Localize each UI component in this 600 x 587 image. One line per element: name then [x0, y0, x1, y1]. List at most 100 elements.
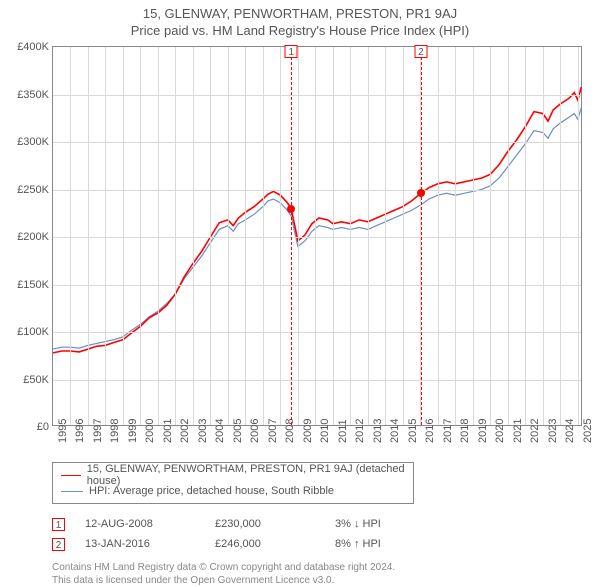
- x-axis-label: 1999: [127, 419, 139, 443]
- sale-date: 13-JAN-2016: [85, 538, 215, 550]
- sale-marker-line: [421, 47, 422, 425]
- gridline-v: [473, 47, 474, 425]
- x-axis-label: 2019: [477, 419, 489, 443]
- license-footer: Contains HM Land Registry data © Crown c…: [52, 562, 600, 587]
- gridline-h: [53, 380, 581, 381]
- x-axis-label: 2013: [372, 419, 384, 443]
- legend-swatch-property: [61, 475, 81, 476]
- sale-price: £246,000: [215, 538, 335, 550]
- sale-hpi-delta: 8% ↑ HPI: [335, 538, 381, 550]
- legend-row-property: 15, GLENWAY, PENWORTHAM, PRESTON, PR1 9A…: [61, 467, 405, 483]
- x-axis-label: 1996: [74, 419, 86, 443]
- gridline-v: [105, 47, 106, 425]
- x-axis-label: 2022: [529, 419, 541, 443]
- gridline-v: [455, 47, 456, 425]
- gridline-v: [578, 47, 579, 425]
- y-axis-label: £50K: [3, 374, 49, 386]
- gridline-v: [210, 47, 211, 425]
- gridline-v: [298, 47, 299, 425]
- sale-hpi-delta: 3% ↓ HPI: [335, 518, 381, 530]
- sale-marker-dot: [417, 189, 425, 197]
- series-line-property: [53, 87, 581, 353]
- x-axis-label: 2021: [512, 419, 524, 443]
- gridline-v: [368, 47, 369, 425]
- sale-row: 1 12-AUG-2008 £230,000 3% ↓ HPI: [52, 514, 600, 534]
- y-axis-label: £100K: [3, 326, 49, 338]
- sale-events: 1 12-AUG-2008 £230,000 3% ↓ HPI 2 13-JAN…: [52, 514, 600, 554]
- x-axis-label: 2004: [214, 419, 226, 443]
- x-axis-label: 2005: [232, 419, 244, 443]
- sale-row: 2 13-JAN-2016 £246,000 8% ↑ HPI: [52, 534, 600, 554]
- gridline-v: [280, 47, 281, 425]
- gridline-h: [53, 95, 581, 96]
- legend-label-property: 15, GLENWAY, PENWORTHAM, PRESTON, PR1 9A…: [87, 463, 405, 487]
- chart-title-address: 15, GLENWAY, PENWORTHAM, PRESTON, PR1 9A…: [0, 6, 600, 21]
- chart-title-subtitle: Price paid vs. HM Land Registry's House …: [0, 23, 600, 38]
- sale-index-box: 1: [52, 518, 65, 531]
- x-axis-label: 2007: [267, 419, 279, 443]
- gridline-v: [315, 47, 316, 425]
- gridline-v: [158, 47, 159, 425]
- x-axis-label: 2017: [442, 419, 454, 443]
- footer-line2: This data is licensed under the Open Gov…: [52, 575, 600, 587]
- x-axis-label: 2002: [179, 419, 191, 443]
- x-axis-label: 2015: [407, 419, 419, 443]
- y-axis-label: £250K: [3, 184, 49, 196]
- x-axis-label: 2016: [424, 419, 436, 443]
- x-axis-label: 2024: [564, 419, 576, 443]
- gridline-h: [53, 142, 581, 143]
- gridline-h: [53, 237, 581, 238]
- gridline-v: [193, 47, 194, 425]
- gridline-h: [53, 190, 581, 191]
- legend-label-hpi: HPI: Average price, detached house, Sout…: [89, 485, 334, 497]
- footer-line1: Contains HM Land Registry data © Crown c…: [52, 562, 600, 575]
- gridline-v: [70, 47, 71, 425]
- gridline-v: [140, 47, 141, 425]
- sale-marker-line: [291, 47, 292, 425]
- gridline-v: [88, 47, 89, 425]
- x-axis-label: 2011: [337, 419, 349, 443]
- gridline-v: [560, 47, 561, 425]
- gridline-v: [245, 47, 246, 425]
- x-axis-label: 1997: [92, 419, 104, 443]
- y-axis-label: £300K: [3, 136, 49, 148]
- x-axis-label: 2003: [197, 419, 209, 443]
- sale-marker-dot: [287, 205, 295, 213]
- x-axis-label: 2009: [302, 419, 314, 443]
- gridline-v: [525, 47, 526, 425]
- x-axis-label: 2025: [582, 419, 594, 443]
- sale-marker-box: 1: [285, 45, 298, 58]
- x-axis-label: 2023: [547, 419, 559, 443]
- y-axis-label: £350K: [3, 89, 49, 101]
- sale-price: £230,000: [215, 518, 335, 530]
- gridline-v: [175, 47, 176, 425]
- gridline-v: [490, 47, 491, 425]
- gridline-v: [263, 47, 264, 425]
- gridline-v: [438, 47, 439, 425]
- price-chart: £0£50K£100K£150K£200K£250K£300K£350K£400…: [52, 46, 582, 426]
- gridline-v: [228, 47, 229, 425]
- sale-marker-box: 2: [414, 45, 427, 58]
- x-axis-label: 2020: [494, 419, 506, 443]
- gridline-v: [385, 47, 386, 425]
- y-axis-label: £400K: [3, 41, 49, 53]
- x-axis-label: 2010: [319, 419, 331, 443]
- x-axis-label: 2012: [354, 419, 366, 443]
- y-axis-label: £150K: [3, 279, 49, 291]
- x-axis-label: 2001: [162, 419, 174, 443]
- gridline-v: [350, 47, 351, 425]
- y-axis-label: £0: [3, 421, 49, 433]
- gridline-v: [543, 47, 544, 425]
- x-axis-label: 1998: [109, 419, 121, 443]
- sale-index-box: 2: [52, 538, 65, 551]
- x-axis-label: 2006: [249, 419, 261, 443]
- x-axis-label: 1995: [57, 419, 69, 443]
- x-axis-label: 2000: [144, 419, 156, 443]
- legend-swatch-hpi: [61, 491, 83, 492]
- x-axis-label: 2018: [459, 419, 471, 443]
- series-line-hpi: [53, 108, 581, 349]
- sale-date: 12-AUG-2008: [85, 518, 215, 530]
- y-axis-label: £200K: [3, 231, 49, 243]
- x-axis-label: 2014: [389, 419, 401, 443]
- gridline-v: [333, 47, 334, 425]
